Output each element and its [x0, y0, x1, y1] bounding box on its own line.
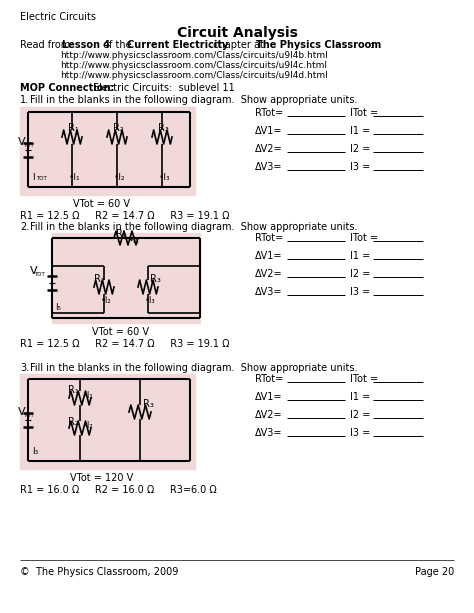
Text: 2.: 2. — [20, 222, 29, 232]
Text: I2 =: I2 = — [350, 269, 370, 279]
Text: http://www.physicsclassroom.com/Class/circuits/u9l4d.html: http://www.physicsclassroom.com/Class/ci… — [60, 71, 328, 80]
Text: ΔV1=: ΔV1= — [255, 392, 283, 402]
Text: ΔV3=: ΔV3= — [255, 287, 283, 297]
Text: I3 =: I3 = — [350, 287, 370, 297]
Text: R₁: R₁ — [116, 229, 127, 239]
Text: •I₁: •I₁ — [129, 236, 140, 245]
Text: MOP Connection:: MOP Connection: — [20, 83, 114, 93]
Bar — [20, 374, 195, 469]
Text: ΔV3=: ΔV3= — [255, 162, 283, 172]
Text: I2 =: I2 = — [350, 144, 370, 154]
Text: ITot =: ITot = — [350, 374, 378, 384]
Text: R₂: R₂ — [68, 417, 79, 427]
Text: R₃: R₃ — [143, 399, 154, 409]
Text: RTot=: RTot= — [255, 108, 283, 118]
Text: R₂: R₂ — [94, 274, 105, 284]
Text: Fill in the blanks in the following diagram.  Show appropriate units.: Fill in the blanks in the following diag… — [30, 363, 357, 373]
Text: •I₂: •I₂ — [101, 296, 111, 305]
Text: •I₂: •I₂ — [114, 173, 126, 182]
Text: 1.: 1. — [20, 95, 29, 105]
Text: Read from: Read from — [20, 40, 73, 50]
Text: ΔV2=: ΔV2= — [255, 269, 283, 279]
Text: VTot = 60 V: VTot = 60 V — [73, 199, 130, 209]
Text: R1 = 12.5 Ω     R2 = 14.7 Ω     R3 = 19.1 Ω: R1 = 12.5 Ω R2 = 14.7 Ω R3 = 19.1 Ω — [20, 211, 229, 221]
Text: I₃: I₃ — [32, 447, 38, 456]
Text: Current Electricity: Current Electricity — [127, 40, 228, 50]
Text: RTot=: RTot= — [255, 374, 283, 384]
Text: R1 = 12.5 Ω     R2 = 14.7 Ω     R3 = 19.1 Ω: R1 = 12.5 Ω R2 = 14.7 Ω R3 = 19.1 Ω — [20, 339, 229, 349]
Text: TOT: TOT — [36, 176, 47, 181]
Text: Circuit Analysis: Circuit Analysis — [176, 26, 298, 40]
Text: R₂: R₂ — [113, 123, 124, 133]
Text: V: V — [18, 407, 26, 417]
Text: I1 =: I1 = — [350, 392, 370, 402]
Text: R₃: R₃ — [150, 274, 161, 284]
Text: Lesson 4: Lesson 4 — [62, 40, 110, 50]
Text: I3 =: I3 = — [350, 162, 370, 172]
Text: http://www.physicsclassroom.com/Class/circuits/u9l4c.html: http://www.physicsclassroom.com/Class/ci… — [60, 61, 327, 70]
Bar — [52, 233, 200, 323]
Text: ITot =: ITot = — [350, 108, 378, 118]
Text: I2 =: I2 = — [350, 410, 370, 420]
Text: Electric Circuits: Electric Circuits — [20, 12, 96, 22]
Text: http://www.physicsclassroom.com/Class/circuits/u9l4b.html: http://www.physicsclassroom.com/Class/ci… — [60, 51, 328, 60]
Text: •I₁: •I₁ — [69, 173, 81, 182]
Text: Electric Circuits:  sublevel 11: Electric Circuits: sublevel 11 — [93, 83, 235, 93]
Text: V: V — [18, 137, 26, 147]
Text: I1 =: I1 = — [350, 126, 370, 136]
Text: Page 20: Page 20 — [415, 567, 454, 577]
Text: VTot = 60 V: VTot = 60 V — [92, 327, 149, 337]
Text: Fill in the blanks in the following diagram.  Show appropriate units.: Fill in the blanks in the following diag… — [30, 222, 357, 232]
Text: ©  The Physics Classroom, 2009: © The Physics Classroom, 2009 — [20, 567, 178, 577]
Text: of the: of the — [100, 40, 135, 50]
Text: ΔV2=: ΔV2= — [255, 410, 283, 420]
Text: V: V — [30, 266, 37, 276]
Text: VTot = 120 V: VTot = 120 V — [70, 473, 134, 483]
Text: R₁: R₁ — [68, 385, 79, 395]
Text: I: I — [32, 173, 35, 182]
Text: Fill in the blanks in the following diagram.  Show appropriate units.: Fill in the blanks in the following diag… — [30, 95, 357, 105]
Text: ΔV3=: ΔV3= — [255, 428, 283, 438]
Text: R1 = 16.0 Ω     R2 = 16.0 Ω     R3=6.0 Ω: R1 = 16.0 Ω R2 = 16.0 Ω R3=6.0 Ω — [20, 485, 217, 495]
Text: •I₃: •I₃ — [145, 296, 155, 305]
Text: chapter at: chapter at — [210, 40, 267, 50]
Text: •I₂: •I₂ — [83, 421, 94, 430]
Text: •I₁: •I₁ — [83, 391, 94, 400]
Text: ΔV1=: ΔV1= — [255, 251, 283, 261]
Text: The Physics Classroom: The Physics Classroom — [256, 40, 381, 50]
Text: I₅: I₅ — [55, 303, 61, 312]
Text: R₁: R₁ — [68, 123, 79, 133]
Text: I1 =: I1 = — [350, 251, 370, 261]
Text: I3 =: I3 = — [350, 428, 370, 438]
Text: ITot =: ITot = — [350, 233, 378, 243]
Bar — [20, 107, 195, 195]
Text: ΔV2=: ΔV2= — [255, 144, 283, 154]
Text: TOT: TOT — [23, 413, 34, 418]
Text: TOT: TOT — [34, 272, 45, 277]
Text: RTot=: RTot= — [255, 233, 283, 243]
Text: •I₃: •I₃ — [159, 173, 171, 182]
Text: 3.: 3. — [20, 363, 29, 373]
Text: :: : — [370, 40, 373, 50]
Text: R₃: R₃ — [158, 123, 169, 133]
Text: TOT: TOT — [23, 143, 34, 148]
Text: ΔV1=: ΔV1= — [255, 126, 283, 136]
